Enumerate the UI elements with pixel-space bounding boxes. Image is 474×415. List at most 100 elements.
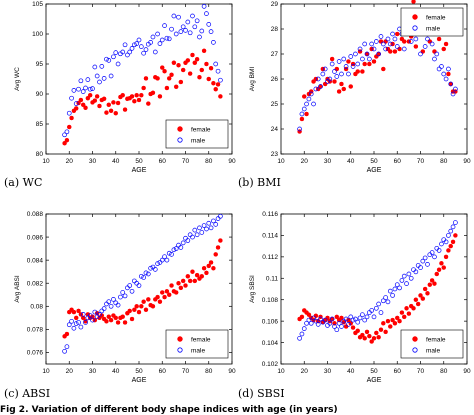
y-tick-label: 90 — [36, 91, 44, 98]
y-tick-label: 0.108 — [262, 297, 279, 304]
female-point — [141, 299, 146, 304]
male-point — [80, 312, 86, 317]
female-point — [378, 39, 384, 44]
male-point — [213, 222, 219, 227]
male-point — [157, 41, 163, 46]
male-point — [194, 232, 200, 238]
legend-male-label: male — [191, 347, 205, 354]
x-tick-label: 70 — [182, 368, 190, 375]
female-point — [436, 36, 442, 42]
y-tick-label: 95 — [36, 61, 44, 68]
y-tick-label: 24 — [271, 126, 279, 133]
male-point — [78, 324, 84, 330]
male-point — [392, 286, 398, 292]
male-point — [155, 261, 160, 266]
male-point — [299, 331, 305, 337]
male-point — [87, 86, 93, 92]
female-point — [132, 98, 137, 104]
male-point — [173, 31, 179, 37]
x-tick-label: 10 — [42, 158, 50, 165]
legend-female-marker — [412, 14, 418, 20]
female-point — [322, 81, 328, 87]
female-point — [215, 82, 221, 87]
male-point — [201, 223, 207, 228]
female-point — [92, 98, 98, 103]
male-point — [127, 283, 133, 288]
y-axis-label: Avg WC — [14, 67, 21, 91]
male-point — [99, 64, 105, 69]
male-point — [101, 306, 107, 311]
male-point — [325, 79, 330, 84]
y-tick-label: 29 — [271, 1, 279, 8]
female-point — [334, 66, 340, 72]
female-point — [201, 265, 207, 271]
male-point — [327, 76, 333, 82]
female-point — [429, 278, 435, 283]
y-tick-label: 0.088 — [27, 211, 44, 218]
female-point — [127, 308, 132, 314]
legend-female-marker — [177, 336, 183, 342]
x-tick-label: 80 — [440, 368, 448, 375]
female-point — [332, 321, 337, 326]
female-point — [106, 314, 112, 319]
male-point — [73, 321, 79, 326]
male-point — [185, 238, 191, 243]
female-point — [143, 307, 149, 313]
y-tick-label: 105 — [32, 1, 43, 8]
legend-box — [400, 329, 464, 359]
male-point — [304, 101, 309, 107]
male-point — [187, 30, 193, 36]
male-point — [401, 46, 407, 52]
female-point — [364, 329, 370, 335]
male-point — [299, 111, 305, 117]
male-point — [62, 132, 67, 138]
female-point — [192, 60, 198, 66]
male-point — [418, 265, 423, 270]
male-point — [141, 50, 146, 56]
male-point — [441, 71, 447, 77]
male-point — [97, 312, 102, 317]
male-point — [383, 46, 388, 52]
female-point — [348, 84, 353, 89]
female-point — [73, 106, 79, 111]
x-axis-label: AGE — [367, 167, 382, 174]
female-point — [101, 96, 107, 102]
male-point — [367, 56, 372, 62]
legend-box — [165, 119, 229, 149]
male-point — [164, 257, 170, 263]
female-point — [194, 272, 200, 278]
female-point — [406, 311, 412, 316]
x-tick-label: 30 — [89, 368, 97, 375]
male-point — [297, 126, 302, 132]
female-point — [199, 67, 205, 73]
female-point — [192, 278, 198, 284]
female-point — [397, 318, 402, 324]
y-tick-label: 0.086 — [27, 234, 44, 241]
male-point — [106, 58, 112, 63]
male-point — [180, 24, 186, 30]
male-point — [113, 50, 119, 55]
female-point — [329, 56, 335, 62]
y-tick-label: 28 — [271, 26, 279, 33]
female-point — [218, 238, 223, 243]
male-point — [90, 86, 95, 91]
female-point — [190, 52, 195, 58]
male-point — [297, 335, 302, 341]
male-point — [353, 316, 358, 322]
male-point — [332, 324, 337, 329]
female-point — [162, 294, 167, 300]
female-point — [113, 315, 118, 321]
female-point — [94, 310, 100, 316]
x-tick-label: 20 — [301, 158, 309, 165]
male-point — [355, 61, 361, 67]
female-point — [113, 110, 118, 116]
female-point — [134, 304, 139, 309]
female-point — [213, 252, 218, 257]
male-point — [97, 79, 102, 85]
male-point — [311, 101, 316, 107]
female-point — [350, 325, 356, 330]
male-point — [129, 288, 135, 294]
female-point — [157, 299, 163, 304]
female-point — [213, 86, 218, 92]
x-tick-label: 70 — [182, 158, 190, 165]
